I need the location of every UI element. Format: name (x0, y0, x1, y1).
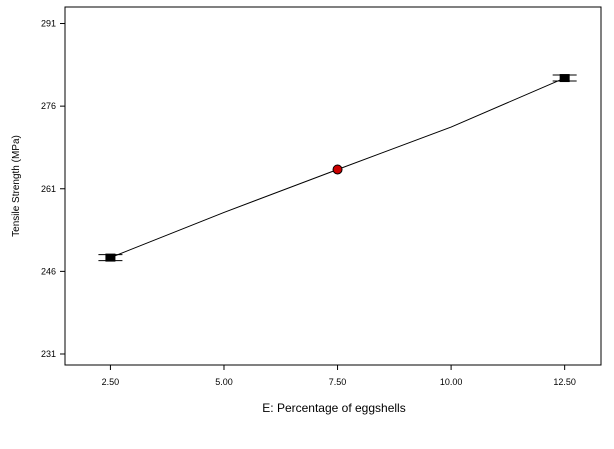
x-tick-label: 10.00 (440, 377, 463, 387)
x-axis: 2.50 5.00 7.50 10.00 12.50 (102, 365, 576, 387)
y-axis: 231 246 261 276 291 (41, 19, 65, 359)
design-point (98, 253, 123, 262)
y-tick-label: 261 (41, 184, 56, 194)
x-tick-label: 7.50 (329, 377, 347, 387)
square-marker (559, 74, 570, 83)
y-tick-label: 246 (41, 266, 56, 276)
y-tick-label: 231 (41, 349, 56, 359)
plot-area-frame (64, 6, 602, 366)
center-point-marker (332, 164, 343, 175)
x-tick-label: 2.50 (102, 377, 120, 387)
x-tick-label: 12.50 (553, 377, 576, 387)
x-axis-title: E: Percentage of eggshells (262, 401, 405, 415)
design-point (552, 74, 577, 83)
y-tick-label: 276 (41, 101, 56, 111)
square-marker (105, 253, 116, 262)
design-points-layer (98, 74, 577, 262)
y-axis-title: Tensile Strength (MPa) (11, 135, 22, 237)
y-tick-label: 291 (41, 19, 56, 29)
x-tick-label: 5.00 (215, 377, 233, 387)
